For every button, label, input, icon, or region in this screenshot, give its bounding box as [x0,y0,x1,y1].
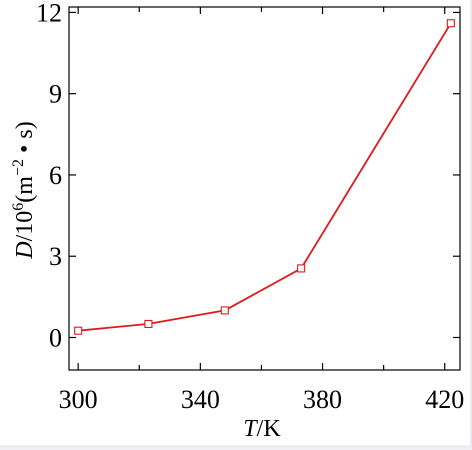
x-tick-label: 300 [59,385,98,414]
data-point [74,326,83,335]
x-axis-ticks: 300 340 380 420 [59,7,464,414]
x-axis-title: T/K [243,416,281,442]
y-tick-label: 12 [36,0,62,27]
y-tick-label: 3 [49,242,62,271]
data-point [297,264,306,273]
data-point [144,319,153,328]
data-point [220,306,229,315]
y-axis-title: D/106(m−2 • s) [10,121,38,259]
y-axis-ticks: 0 3 6 9 12 [36,0,460,352]
data-point [446,19,455,28]
plot-area-border [68,6,461,371]
x-tick-label: 420 [425,385,464,414]
x-tick-label: 380 [303,385,342,414]
series-layer [74,19,455,335]
y-tick-label: 9 [49,80,62,109]
series-line [78,22,452,332]
x-tick-label: 340 [181,385,220,414]
y-tick-label: 6 [49,161,62,190]
y-tick-label: 0 [49,323,62,352]
